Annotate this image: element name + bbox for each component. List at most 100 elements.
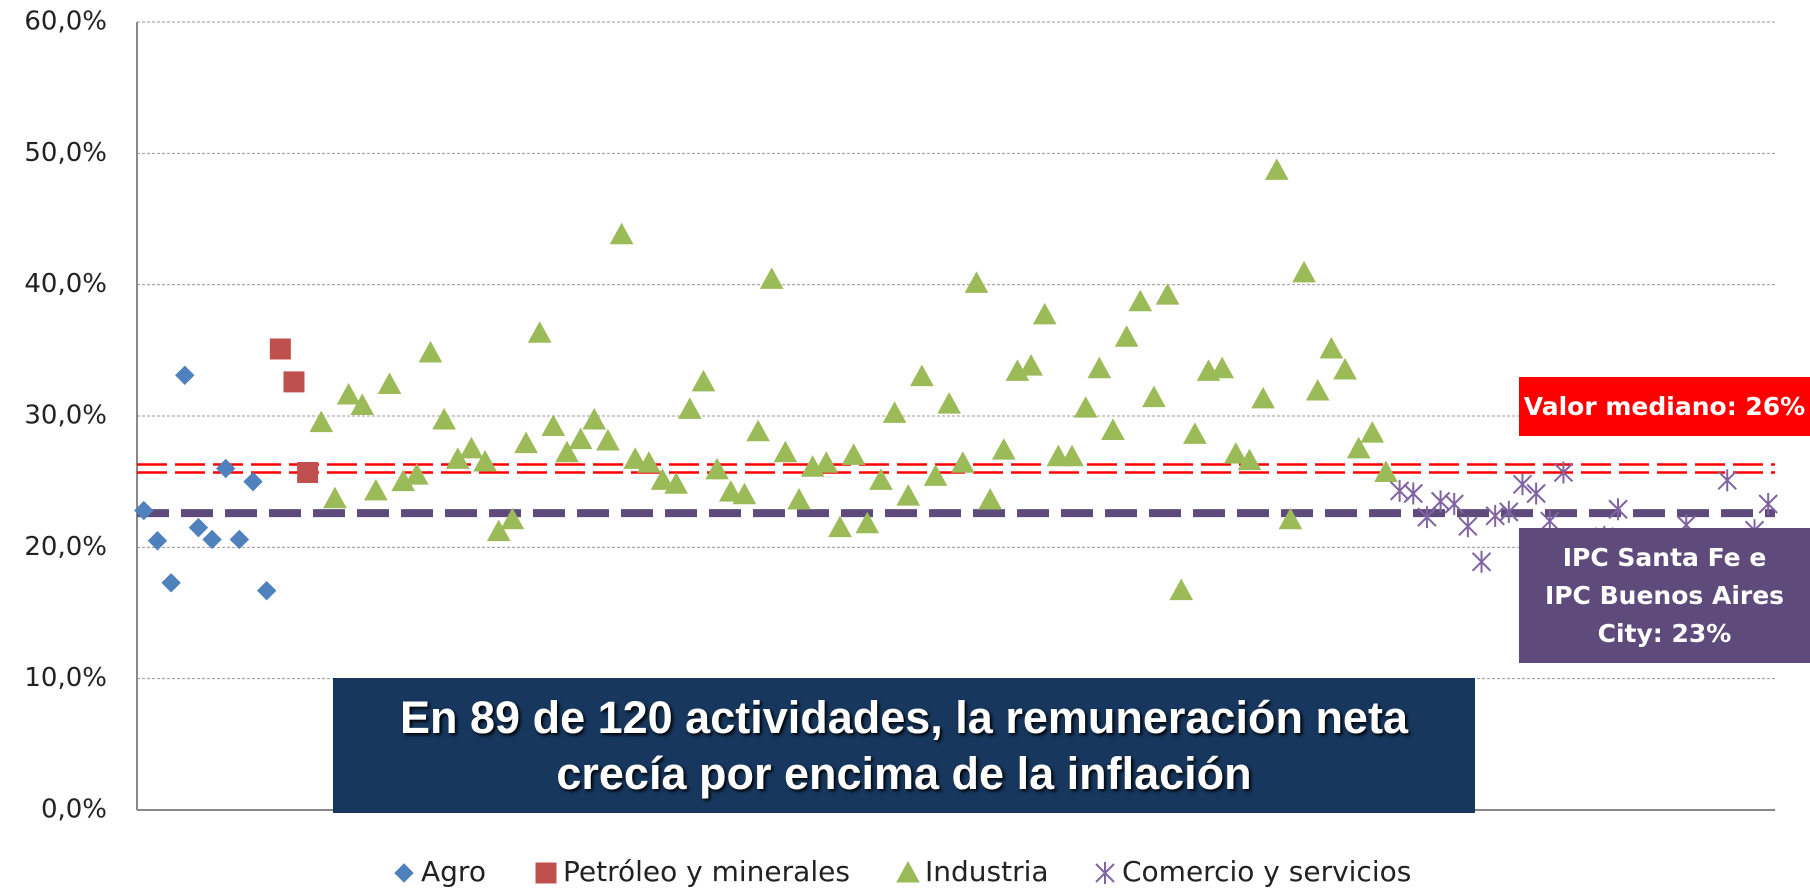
- point: [910, 364, 934, 387]
- legend-marker: [896, 860, 920, 883]
- point: [1717, 469, 1737, 492]
- y-tick-label: 20,0%: [24, 532, 107, 562]
- point: [650, 468, 675, 490]
- point: [256, 580, 277, 601]
- point: [202, 529, 222, 550]
- y-tick-label: 50,0%: [24, 138, 107, 168]
- point: [705, 457, 729, 480]
- point: [1499, 500, 1519, 523]
- point: [1210, 356, 1235, 379]
- point: [1471, 550, 1492, 573]
- point: [283, 371, 305, 393]
- point: [978, 488, 1002, 510]
- point: [964, 271, 989, 293]
- point: [364, 478, 388, 501]
- point: [841, 443, 866, 465]
- point: [147, 531, 168, 551]
- point: [459, 436, 484, 459]
- point: [1073, 396, 1098, 418]
- point: [1458, 515, 1478, 538]
- legend-marker: [535, 862, 557, 884]
- point: [1758, 492, 1778, 515]
- point: [377, 372, 402, 394]
- y-tick-label: 30,0%: [24, 401, 107, 431]
- point: [243, 471, 263, 492]
- point: [1264, 158, 1289, 180]
- point: [1183, 422, 1207, 444]
- legend-label: Comercio y servicios: [1122, 855, 1411, 888]
- point: [609, 222, 634, 245]
- point: [869, 468, 893, 490]
- point: [1019, 354, 1043, 376]
- point: [418, 340, 443, 363]
- y-tick-label: 10,0%: [24, 663, 107, 693]
- point: [937, 392, 962, 414]
- point: [1169, 578, 1194, 601]
- point: [664, 472, 689, 494]
- point: [1417, 506, 1437, 529]
- legend-label: Agro: [421, 855, 486, 888]
- point: [445, 447, 470, 469]
- point: [1485, 504, 1505, 527]
- point: [500, 507, 525, 530]
- point: [882, 401, 907, 423]
- point: [991, 438, 1016, 460]
- legend-marker: [394, 863, 414, 883]
- point: [1346, 436, 1371, 459]
- point: [1032, 302, 1057, 325]
- point: [1389, 479, 1410, 502]
- point: [1278, 507, 1303, 530]
- point: [773, 440, 798, 463]
- point: [759, 267, 784, 289]
- point: [950, 451, 975, 473]
- point: [161, 573, 181, 593]
- point: [1319, 336, 1344, 359]
- point: [923, 464, 948, 486]
- point: [1251, 386, 1275, 409]
- point: [1128, 289, 1153, 312]
- point: [691, 369, 716, 392]
- point: [1374, 460, 1398, 482]
- point: [1114, 325, 1139, 347]
- point: [134, 500, 154, 521]
- point: [1237, 448, 1262, 471]
- point: [855, 511, 880, 534]
- point: [216, 458, 236, 479]
- y-tick-label: 0,0%: [41, 795, 107, 825]
- point: [1608, 498, 1628, 521]
- point: [1060, 444, 1084, 467]
- point: [309, 410, 334, 433]
- point: [596, 428, 620, 451]
- point: [1403, 482, 1423, 505]
- y-tick-label: 60,0%: [24, 7, 107, 37]
- point: [404, 463, 429, 485]
- legend-label: Industria: [925, 855, 1049, 888]
- point: [1333, 357, 1357, 380]
- point: [555, 440, 579, 463]
- point: [1155, 283, 1180, 305]
- point: [269, 338, 291, 360]
- legend-label: Petróleo y minerales: [563, 855, 850, 888]
- point: [814, 451, 839, 473]
- point: [1444, 492, 1464, 515]
- point: [473, 449, 497, 472]
- point: [541, 414, 566, 437]
- point: [514, 431, 538, 454]
- point: [1101, 418, 1125, 440]
- point: [486, 519, 511, 542]
- point: [1087, 356, 1112, 379]
- point: [297, 461, 319, 483]
- point: [718, 480, 743, 502]
- ipc-label: IPC Santa Fe e IPC Buenos Aires City: 23…: [1519, 528, 1810, 663]
- median-label: Valor mediano: 26%: [1519, 377, 1810, 436]
- point: [432, 407, 456, 430]
- point: [323, 486, 347, 509]
- point: [1553, 461, 1574, 484]
- point: [746, 419, 770, 442]
- point: [732, 482, 757, 505]
- point: [1360, 421, 1385, 443]
- point: [336, 382, 361, 405]
- point: [637, 451, 661, 473]
- point: [527, 321, 552, 343]
